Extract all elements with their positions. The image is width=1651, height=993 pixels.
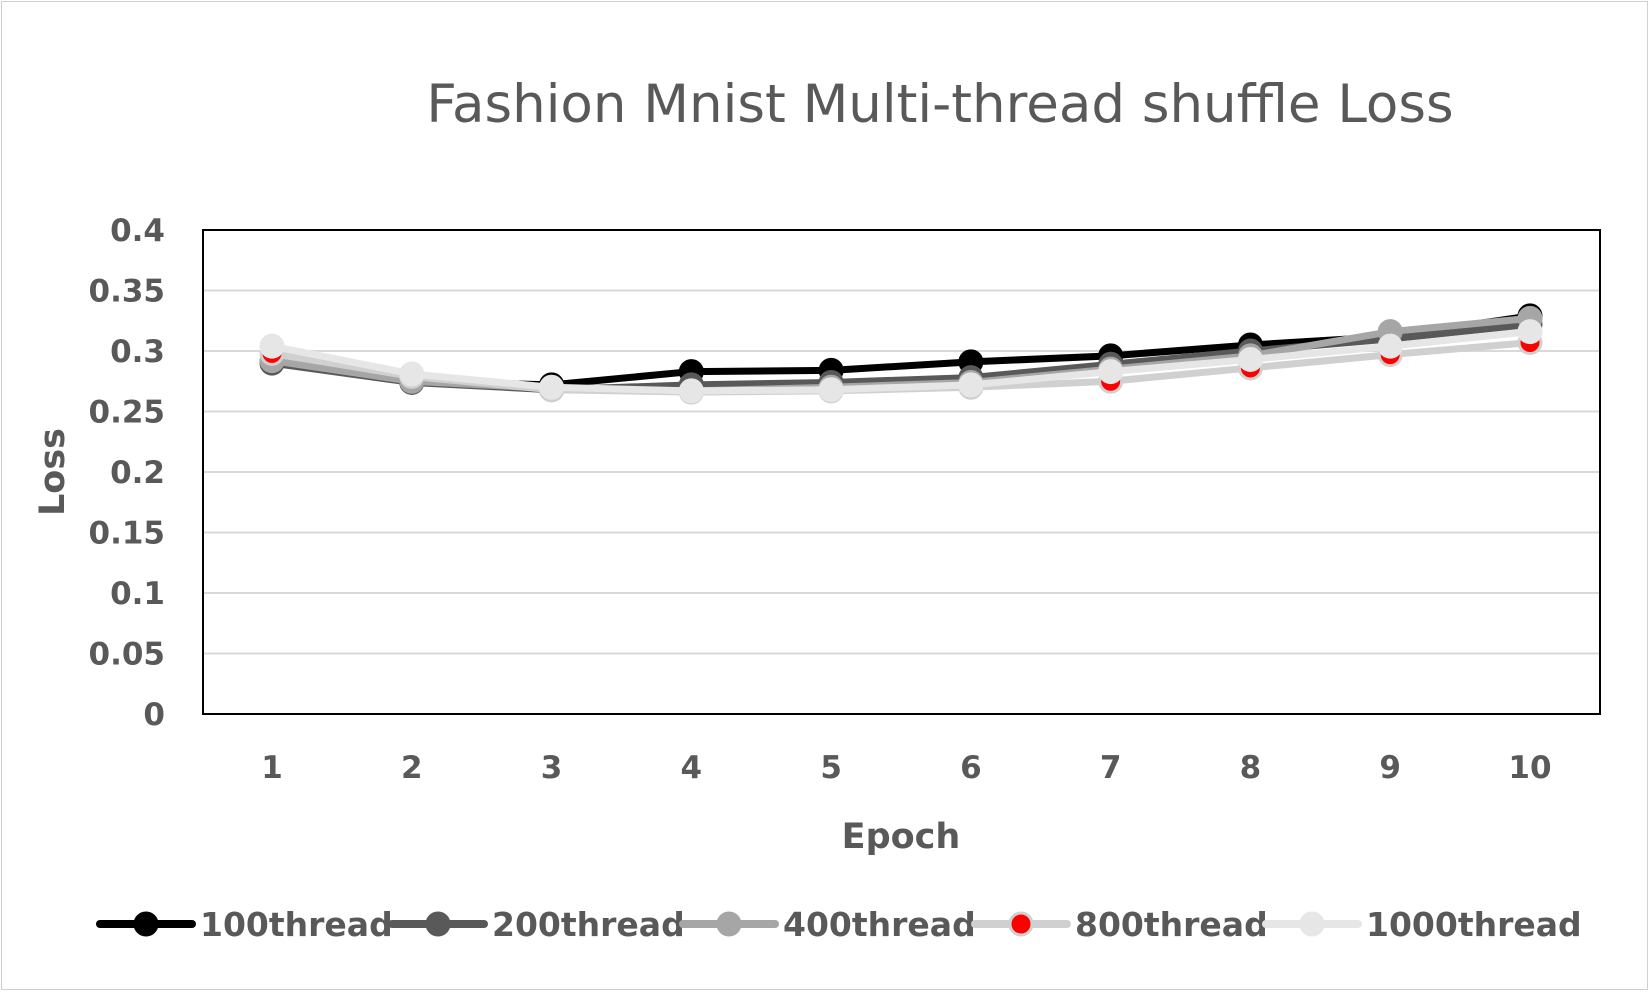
data-point-1000thread: [678, 378, 704, 404]
legend-label-200thread: 200thread: [492, 905, 685, 944]
x-tick-label: 2: [401, 750, 423, 786]
y-tick-label: 0.25: [89, 395, 166, 431]
x-tick-label: 9: [1379, 750, 1401, 786]
y-axis-title: Loss: [33, 428, 73, 516]
legend-label-100thread: 100thread: [200, 905, 393, 944]
data-point-1000thread: [539, 374, 565, 400]
marker: [259, 333, 285, 359]
marker: [1098, 359, 1124, 385]
y-tick-label: 0.2: [110, 455, 165, 491]
data-point-1000thread: [1098, 359, 1124, 385]
data-point-1000thread: [1377, 333, 1403, 359]
legend-marker-800thread: [1008, 911, 1034, 937]
data-point-1000thread: [818, 377, 844, 403]
marker: [539, 374, 565, 400]
marker: [678, 378, 704, 404]
y-tick-label: 0.05: [89, 637, 166, 673]
plot-area: [202, 229, 1601, 715]
marker: [1237, 346, 1263, 372]
y-tick-label: 0.3: [110, 334, 165, 370]
legend-label-1000thread: 1000thread: [1366, 905, 1582, 944]
y-tick-label: 0: [143, 697, 165, 733]
legend-label-800thread: 800thread: [1075, 905, 1268, 944]
legend-marker-1000thread: [1299, 911, 1325, 937]
marker: [818, 377, 844, 403]
y-tick-label: 0.1: [110, 576, 165, 612]
marker: [399, 361, 425, 387]
data-point-1000thread: [1237, 346, 1263, 372]
series-line-1000thread: [268, 328, 1534, 395]
x-tick-label: 7: [1100, 750, 1122, 786]
x-tick-label: 1: [261, 750, 283, 786]
data-point-1000thread: [1517, 319, 1543, 345]
x-tick-label: 4: [681, 750, 703, 786]
x-tick-label: 5: [820, 750, 842, 786]
marker: [1517, 319, 1543, 345]
y-tick-label: 0.15: [89, 516, 166, 552]
y-tick-label: 0.4: [110, 213, 165, 249]
x-tick-label: 6: [960, 750, 982, 786]
marker: [1377, 333, 1403, 359]
x-axis-title: Epoch: [842, 817, 961, 857]
chart-title: Fashion Mnist Multi-thread shuffle Loss: [426, 74, 1454, 135]
legend-marker-100thread: [133, 911, 159, 937]
data-point-1000thread: [399, 361, 425, 387]
legend-label-400thread: 400thread: [783, 905, 976, 944]
data-point-1000thread: [259, 333, 285, 359]
marker: [958, 372, 984, 398]
y-tick-label: 0.35: [89, 274, 166, 310]
legend-marker-200thread: [425, 911, 451, 937]
data-point-1000thread: [958, 372, 984, 398]
x-tick-label: 8: [1240, 750, 1262, 786]
x-tick-label: 10: [1508, 750, 1551, 786]
legend-marker-400thread: [716, 911, 742, 937]
x-tick-label: 3: [541, 750, 563, 786]
